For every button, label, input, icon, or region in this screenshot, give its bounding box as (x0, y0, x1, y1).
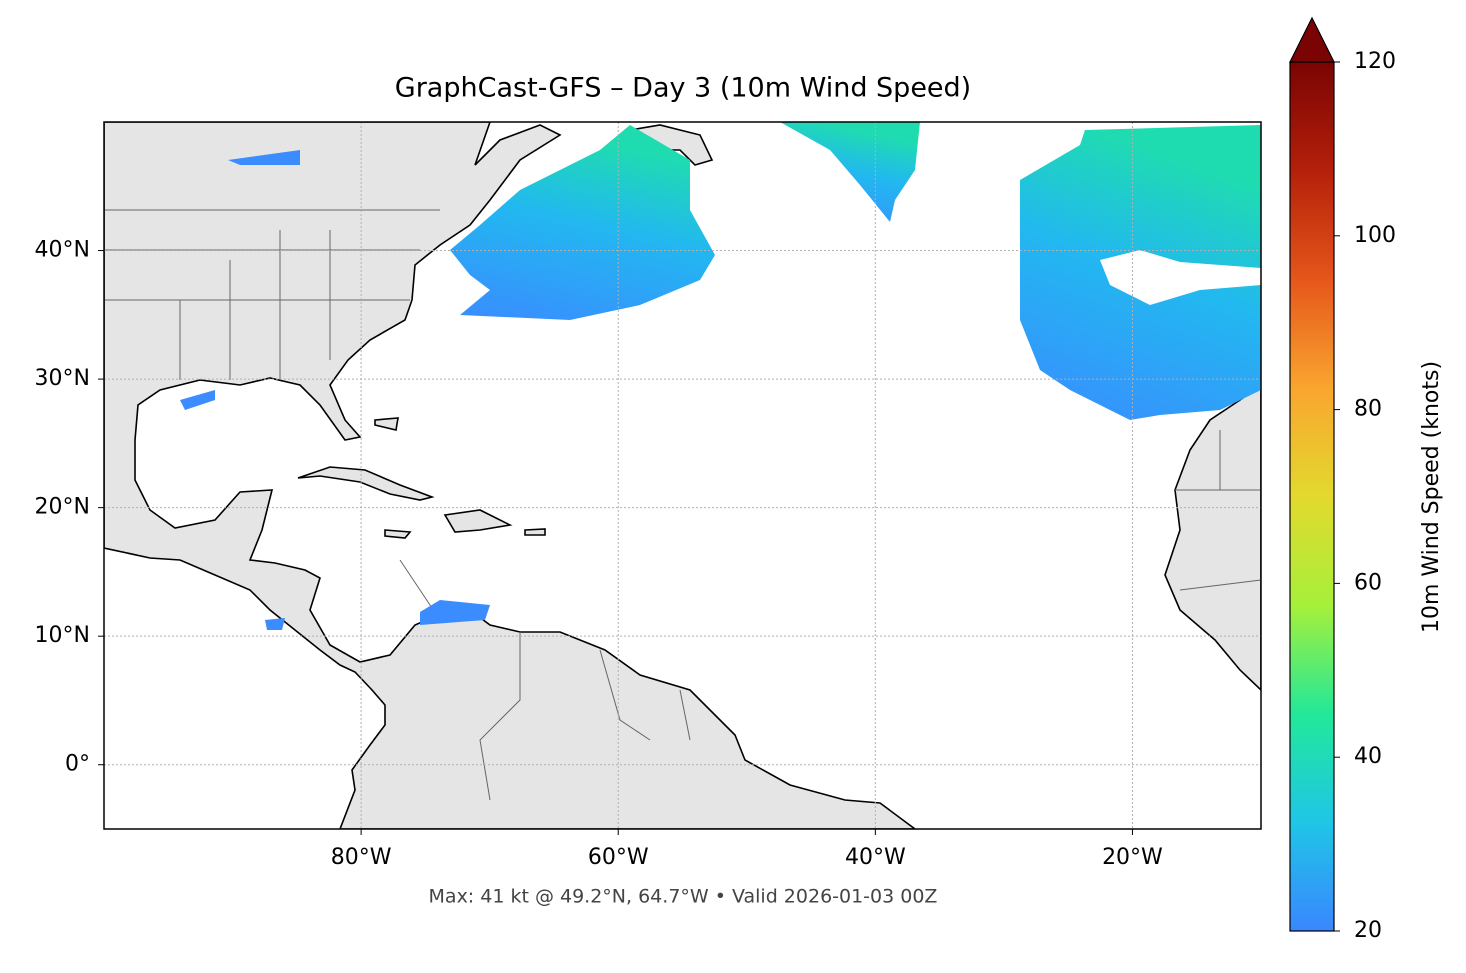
x-tick-label: 20°W (1102, 845, 1163, 870)
map-frame (103, 121, 1262, 830)
y-tick-label: 20°N (35, 495, 90, 520)
colorbar-tick-label: 40 (1354, 744, 1382, 769)
land (374, 417, 546, 539)
grid (104, 122, 1261, 829)
y-tick-label: 10°N (35, 623, 90, 648)
colorbar-extend (1289, 16, 1335, 63)
colorbar-label: 10m Wind Speed (knots) (1419, 361, 1444, 633)
y-tick-label: 0° (65, 752, 90, 777)
land (1164, 384, 1261, 692)
colorbar-tick-label: 60 (1354, 570, 1382, 595)
colorbar-tick-label: 80 (1354, 397, 1382, 422)
land (104, 122, 917, 829)
land (443, 509, 513, 533)
wind-field (1020, 125, 1261, 420)
colorbar-tick-label: 100 (1354, 223, 1396, 248)
colorbar (1289, 61, 1335, 932)
axes: 80°W 60°W 40°W 20°W 0° 10°N 20°N 30°N 40°N (35, 238, 1164, 870)
colorbar-tick-label: 120 (1354, 49, 1396, 74)
wind-field (780, 122, 920, 222)
colorbar-tick-label: 20 (1354, 918, 1382, 943)
x-tick-label: 60°W (588, 845, 649, 870)
map-layers (104, 122, 1261, 829)
wind-field (450, 125, 715, 320)
land (297, 466, 435, 501)
colorbar-axis: 20 40 60 80 100 120 (1334, 49, 1396, 943)
footer: Max: 41 kt @ 49.2°N, 64.7°W • Valid 2026… (429, 886, 938, 908)
y-tick-label: 30°N (35, 366, 90, 391)
y-tick-label: 40°N (35, 238, 90, 263)
title: GraphCast-GFS – Day 3 (10m Wind Speed) (395, 73, 971, 104)
x-tick-label: 40°W (845, 845, 906, 870)
x-tick-label: 80°W (331, 845, 392, 870)
borders (104, 209, 1261, 801)
